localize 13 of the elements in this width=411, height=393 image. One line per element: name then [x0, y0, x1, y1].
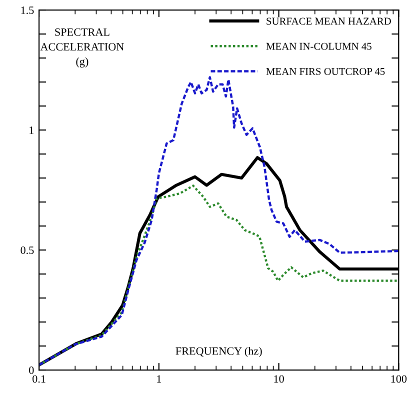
y-tick-label: 1.5 [21, 6, 34, 14]
x-tick-label: 10 [274, 375, 284, 383]
legend-label: MEAN FIRS OUTCROP 45 [266, 68, 385, 75]
x-tick-label: 0.1 [32, 375, 46, 383]
x-tick-label: 1 [157, 375, 162, 383]
y-tick-label: 0.5 [20, 246, 34, 254]
legend-label: SURFACE MEAN HAZARD [266, 18, 391, 25]
y-tick-label: 1 [30, 126, 34, 134]
y-axis-title: SPECTRAL ACCELERATION (g) [40, 28, 124, 68]
x-axis-title: FREQUENCY (hz) [176, 346, 262, 358]
y-tick-label: 0 [29, 366, 34, 374]
x-tick-label: 100 [391, 375, 407, 383]
legend-label: MEAN IN-COLUMN 45 [266, 42, 372, 50]
